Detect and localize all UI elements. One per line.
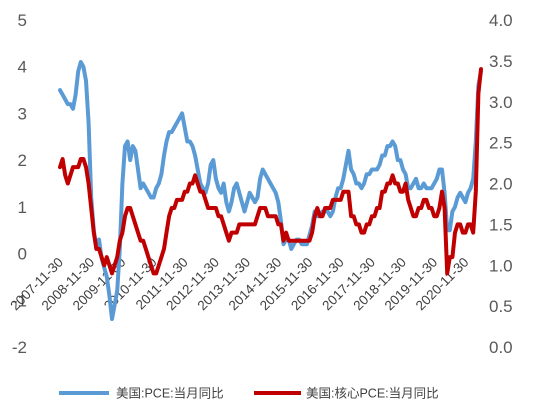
y-left-tick-label: 1 [18, 198, 27, 217]
y-right-tick-label: 1.0 [489, 256, 513, 275]
y-left-tick-label: 2 [18, 151, 27, 170]
y-right-tick-label: 2.0 [489, 175, 513, 194]
y-left-tick-label: 5 [18, 11, 27, 30]
legend-label-pce: 美国:PCE:当月同比 [116, 387, 224, 401]
y-left-tick-label: -1 [12, 291, 27, 310]
y-left-tick-label: 0 [18, 245, 27, 264]
y-left-tick-label: -2 [12, 338, 27, 357]
y-right-tick-label: 2.5 [489, 134, 513, 153]
legend-item-pce: 美国:PCE:当月同比 [59, 387, 224, 401]
core-pce-yoy-line [58, 67, 483, 276]
y-right-tick-label: 0.0 [489, 338, 513, 357]
legend: 美国:PCE:当月同比 美国:核心PCE:当月同比 [59, 387, 439, 401]
y-right-tick-label: 0.5 [489, 297, 513, 316]
y-axis-right: 4.0 3.5 3.0 2.5 2.0 1.5 1.0 0.5 0.0 [489, 11, 513, 357]
y-left-tick-label: 3 [18, 104, 27, 123]
y-right-tick-label: 1.5 [489, 215, 513, 234]
y-left-tick-label: 4 [18, 58, 27, 77]
y-axis-left: 5 4 3 2 1 0 -1 -2 [12, 11, 27, 357]
y-right-tick-label: 4.0 [489, 11, 513, 30]
x-axis: 2007-11-302008-11-302009-11-302010-11-30… [7, 255, 471, 314]
y-right-tick-label: 3.0 [489, 93, 513, 112]
legend-label-core-pce: 美国:核心PCE:当月同比 [306, 387, 439, 401]
legend-item-core-pce: 美国:核心PCE:当月同比 [254, 387, 439, 401]
pce-yoy-line [58, 60, 483, 321]
plot-area [58, 60, 483, 321]
y-right-tick-label: 3.5 [489, 52, 513, 71]
